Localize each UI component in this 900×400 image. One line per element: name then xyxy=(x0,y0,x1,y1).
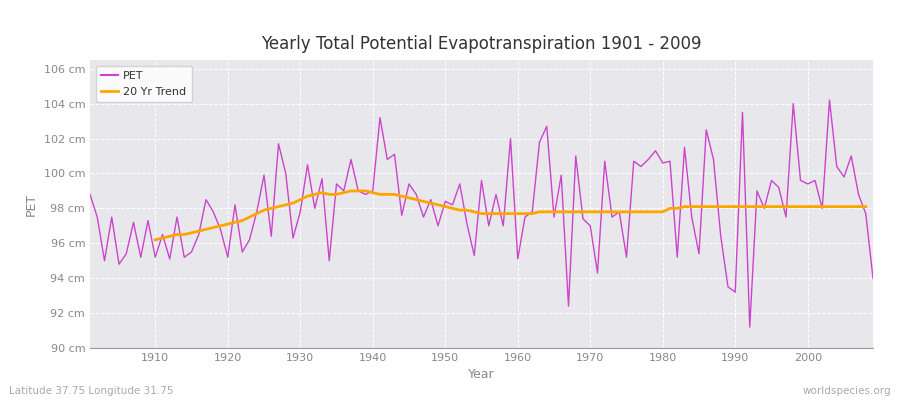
20 Yr Trend xyxy=(374,192,385,197)
PET xyxy=(599,159,610,164)
PET xyxy=(85,192,95,197)
PET xyxy=(744,325,755,330)
20 Yr Trend xyxy=(860,204,871,209)
Text: Latitude 37.75 Longitude 31.75: Latitude 37.75 Longitude 31.75 xyxy=(9,386,174,396)
20 Yr Trend xyxy=(346,188,356,193)
Y-axis label: PET: PET xyxy=(25,192,38,216)
Text: worldspecies.org: worldspecies.org xyxy=(803,386,891,396)
PET xyxy=(824,98,835,102)
PET xyxy=(142,218,153,223)
PET xyxy=(505,136,516,141)
PET xyxy=(302,162,313,167)
PET xyxy=(346,157,356,162)
20 Yr Trend xyxy=(338,190,349,195)
20 Yr Trend xyxy=(317,190,328,195)
20 Yr Trend xyxy=(534,210,544,214)
Legend: PET, 20 Yr Trend: PET, 20 Yr Trend xyxy=(95,66,192,102)
Line: PET: PET xyxy=(90,100,873,327)
20 Yr Trend xyxy=(716,204,726,209)
PET xyxy=(868,276,878,280)
PET xyxy=(512,256,523,261)
Line: 20 Yr Trend: 20 Yr Trend xyxy=(155,191,866,240)
20 Yr Trend xyxy=(149,237,160,242)
Title: Yearly Total Potential Evapotranspiration 1901 - 2009: Yearly Total Potential Evapotranspiratio… xyxy=(261,35,702,53)
20 Yr Trend xyxy=(512,211,523,216)
X-axis label: Year: Year xyxy=(468,368,495,382)
